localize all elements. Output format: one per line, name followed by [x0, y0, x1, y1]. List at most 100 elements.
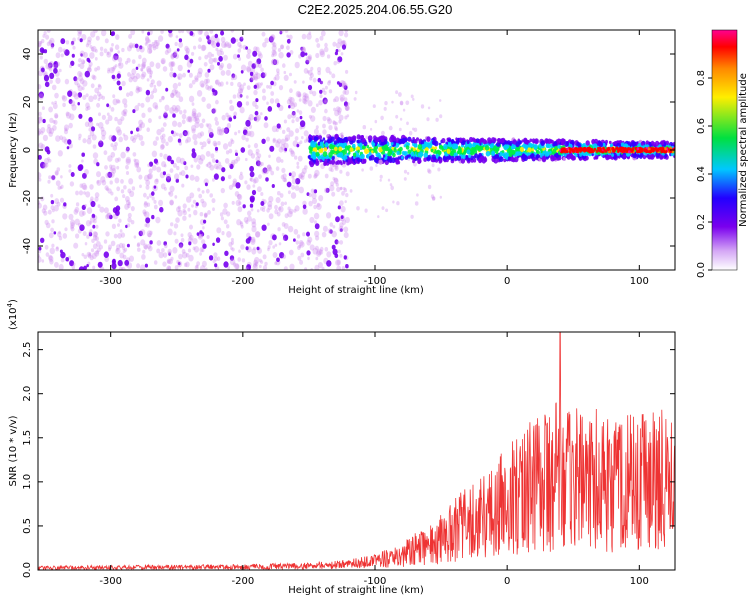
spectrogram-dot — [141, 30, 145, 34]
spectrogram-dot — [88, 95, 94, 103]
spectrogram-dot — [154, 39, 158, 44]
spectrogram-dot — [91, 238, 95, 243]
spectrogram-dot — [438, 144, 443, 150]
spectrogram-dot — [268, 154, 271, 158]
spectrogram-dot — [220, 176, 225, 182]
spectrogram-dot — [252, 50, 258, 57]
spectrogram-dot — [305, 138, 310, 143]
spectrogram-dot — [177, 73, 183, 80]
spectrogram-dot — [246, 48, 252, 54]
spectrogram-dot — [664, 155, 667, 159]
spectrogram-dot — [99, 139, 102, 143]
spectrogram-dot — [356, 206, 360, 211]
spectrogram-dot — [560, 138, 566, 144]
spectrogram-dot — [322, 123, 326, 129]
spectrogram-dot — [298, 240, 304, 246]
spectrogram-dot — [322, 115, 327, 122]
spectrogram-dot — [98, 122, 104, 129]
spectrogram-dot — [503, 158, 507, 163]
spectrogram-dot — [185, 253, 190, 258]
spectrogram-dot — [148, 49, 153, 54]
spectrogram-dot — [371, 150, 374, 154]
spectrogram-dot — [332, 120, 336, 125]
spectrogram-dot — [258, 264, 262, 269]
spectrogram-dot — [92, 224, 96, 229]
spectrogram-dot — [70, 219, 76, 226]
spectrogram-dot — [254, 61, 260, 68]
spectrogram-dot — [593, 147, 597, 151]
spectrogram-dot — [283, 266, 288, 270]
spectrogram-dot — [618, 155, 621, 159]
spectrogram-dot — [56, 201, 61, 207]
spectrogram-dot — [506, 140, 511, 145]
spectrogram-dot — [568, 147, 572, 151]
spectrogram-dot — [82, 60, 86, 64]
spectrogram-dot — [257, 161, 263, 168]
spectrogram-dot — [334, 109, 340, 117]
spectrogram-dot — [199, 30, 203, 35]
spectrogram-dot — [431, 196, 436, 201]
spectrogram-dot — [230, 30, 235, 33]
spectrogram-dot — [301, 33, 307, 40]
spectrogram-dot — [113, 233, 118, 239]
spectrogram-dot — [309, 89, 313, 95]
spectrogram-dot — [115, 247, 121, 255]
spectrogram-dot — [132, 109, 136, 114]
spectrogram-dot — [69, 181, 75, 187]
spectrogram-dot — [123, 103, 128, 108]
spectrogram-dot — [81, 152, 85, 157]
spectrogram-dot — [271, 125, 278, 133]
spectrogram-dot — [240, 147, 246, 153]
spectrogram-dot — [216, 42, 220, 48]
spectrogram-dot — [254, 110, 259, 116]
spectrogram-dot — [260, 72, 266, 79]
spectrogram-dot — [215, 99, 219, 105]
spectrogram-dot — [311, 192, 317, 200]
spectrogram-dot — [315, 103, 319, 107]
spectrogram-dot — [258, 258, 262, 263]
spectrogram-dot — [109, 46, 114, 52]
spectrogram-dot — [146, 230, 153, 238]
spectrogram-dot — [303, 68, 309, 74]
spectrogram-dot — [212, 259, 216, 264]
spectrogram-dot — [253, 262, 257, 268]
spectrogram-dot — [248, 114, 254, 121]
spectrogram-dot — [201, 239, 206, 245]
spectrogram-dot — [249, 203, 254, 208]
spectrogram-dot — [185, 139, 189, 144]
spectrogram-dot — [154, 178, 159, 185]
spectrogram-dot — [40, 144, 46, 150]
spectrogram-dot — [201, 96, 206, 103]
spectrogram-dot — [470, 149, 474, 154]
spectrogram-dot — [316, 43, 321, 48]
spectrogram-dot — [134, 158, 140, 166]
spectrogram-dot — [315, 136, 319, 141]
spectrogram-dot — [410, 214, 414, 219]
spectrogram-dot — [204, 31, 209, 37]
spectrogram-dot — [152, 87, 158, 94]
spectrogram-dot — [630, 149, 634, 153]
spectrogram-dot — [308, 160, 313, 165]
spectrogram-dot — [333, 140, 338, 145]
spectrogram-dot — [79, 72, 83, 77]
spectrogram-dot — [86, 138, 92, 145]
spectrogram-dot — [79, 50, 85, 58]
snr-y-tick-label: 2.0 — [22, 386, 33, 402]
spectrogram-dot — [177, 82, 181, 87]
spectrogram-dot — [260, 206, 264, 211]
spectrogram-dot — [330, 159, 336, 165]
spectrogram-x-label: Height of straight line (km) — [288, 285, 424, 296]
spectrogram-dot — [127, 72, 131, 77]
spectrogram-dot — [309, 244, 315, 251]
spectrogram-dot — [69, 260, 75, 267]
spectrogram-dot — [375, 164, 378, 167]
spectrogram-dot — [168, 32, 172, 37]
spectrogram-dot — [38, 93, 44, 100]
spectrogram-dot — [312, 154, 315, 158]
spectrogram-dot — [220, 187, 225, 194]
spectrogram-dot — [246, 66, 252, 73]
spectrogram-dot — [347, 157, 353, 163]
spectrogram-dot — [56, 246, 59, 250]
spectrogram-dot — [161, 133, 166, 138]
